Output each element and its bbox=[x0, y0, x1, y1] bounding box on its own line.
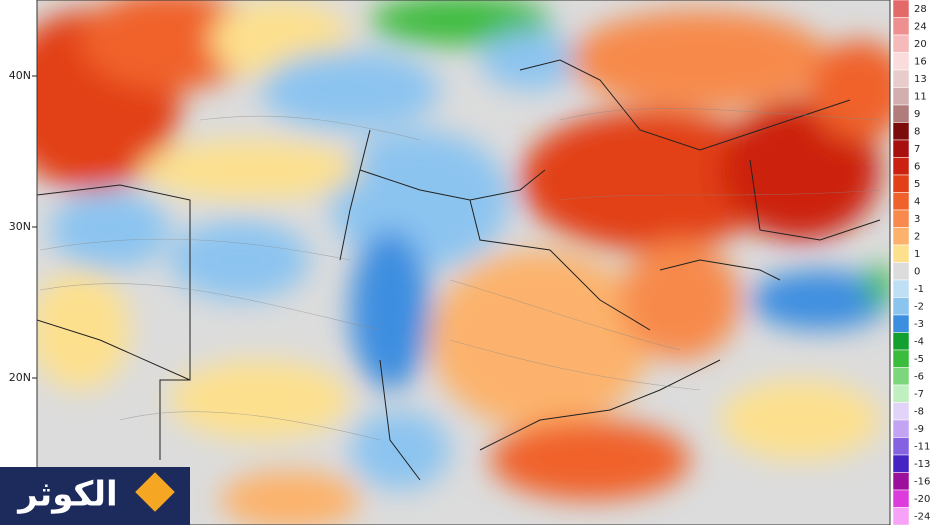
legend-swatch bbox=[892, 244, 910, 263]
legend-swatch bbox=[892, 349, 910, 368]
legend-swatch bbox=[892, 367, 910, 386]
legend-label: -2 bbox=[914, 301, 924, 312]
legend-swatch bbox=[892, 52, 910, 71]
legend-label: 4 bbox=[914, 196, 920, 207]
legend-swatch bbox=[892, 139, 910, 158]
legend-label: 6 bbox=[914, 161, 920, 172]
latitude-label: 30N bbox=[9, 220, 31, 233]
legend-swatch bbox=[892, 0, 910, 18]
legend-label: -24 bbox=[914, 511, 930, 522]
legend-swatch bbox=[892, 384, 910, 403]
legend-label: 1 bbox=[914, 249, 920, 260]
legend-swatch bbox=[892, 262, 910, 281]
legend-label: -3 bbox=[914, 319, 924, 330]
legend-label: -4 bbox=[914, 336, 924, 347]
legend-label: 11 bbox=[914, 91, 927, 102]
legend-label: 20 bbox=[914, 39, 927, 50]
logo: الكوثر bbox=[0, 467, 190, 525]
legend-swatch bbox=[892, 17, 910, 36]
legend-swatch bbox=[892, 454, 910, 473]
legend-swatch bbox=[892, 69, 910, 88]
legend-label: -13 bbox=[914, 459, 930, 470]
legend-label: -5 bbox=[914, 354, 924, 365]
legend-label: -9 bbox=[914, 424, 924, 435]
legend-swatch bbox=[892, 192, 910, 211]
legend-swatch bbox=[892, 507, 910, 526]
legend-swatch bbox=[892, 332, 910, 351]
legend-label: 0 bbox=[914, 266, 920, 277]
legend-label: 13 bbox=[914, 74, 927, 85]
legend-swatch bbox=[892, 279, 910, 298]
legend-label: -16 bbox=[914, 476, 930, 487]
legend-label: 8 bbox=[914, 126, 920, 137]
legend-label: 9 bbox=[914, 109, 920, 120]
legend-swatch bbox=[892, 437, 910, 456]
legend-label: 5 bbox=[914, 179, 920, 190]
legend-label: -7 bbox=[914, 389, 924, 400]
legend-label: -20 bbox=[914, 494, 930, 505]
legend-label: 7 bbox=[914, 144, 920, 155]
legend-swatch bbox=[892, 472, 910, 491]
legend-label: 2 bbox=[914, 231, 920, 242]
legend-swatch bbox=[892, 419, 910, 438]
legend-swatch bbox=[892, 157, 910, 176]
legend-swatch bbox=[892, 122, 910, 141]
logo-icon bbox=[135, 472, 175, 512]
legend-label: -6 bbox=[914, 371, 924, 382]
legend-label: -11 bbox=[914, 441, 930, 452]
latitude-label: 20N bbox=[9, 371, 31, 384]
borders bbox=[37, 59, 881, 481]
legend-swatch bbox=[892, 297, 910, 316]
map-field bbox=[37, 0, 890, 525]
legend-swatch bbox=[892, 209, 910, 228]
latitude-axis: 40N 30N 20N bbox=[9, 69, 37, 384]
latitude-label: 40N bbox=[9, 69, 31, 82]
colorbar: 28 24 20 16 13 11 9 8 7 6 5 4 3 2 1 0 -1 -2 -3 -4 -5 -6 -7 -8 -9… bbox=[892, 0, 930, 526]
legend-swatch bbox=[892, 314, 910, 333]
legend-label: 24 bbox=[914, 21, 927, 32]
logo-text: الكوثر bbox=[16, 475, 117, 515]
legend-swatch bbox=[892, 104, 910, 123]
legend-swatch bbox=[892, 489, 910, 508]
legend-swatch bbox=[892, 227, 910, 246]
legend-label: 28 bbox=[914, 4, 927, 15]
legend-label: -1 bbox=[914, 284, 924, 295]
streamlines bbox=[39, 108, 881, 441]
legend-label: 16 bbox=[914, 56, 927, 67]
legend-swatch bbox=[892, 87, 910, 106]
legend-label: 3 bbox=[914, 214, 920, 225]
legend-label: -8 bbox=[914, 406, 924, 417]
legend-swatch bbox=[892, 34, 910, 53]
legend-swatch bbox=[892, 174, 910, 193]
legend-swatch bbox=[892, 402, 910, 421]
